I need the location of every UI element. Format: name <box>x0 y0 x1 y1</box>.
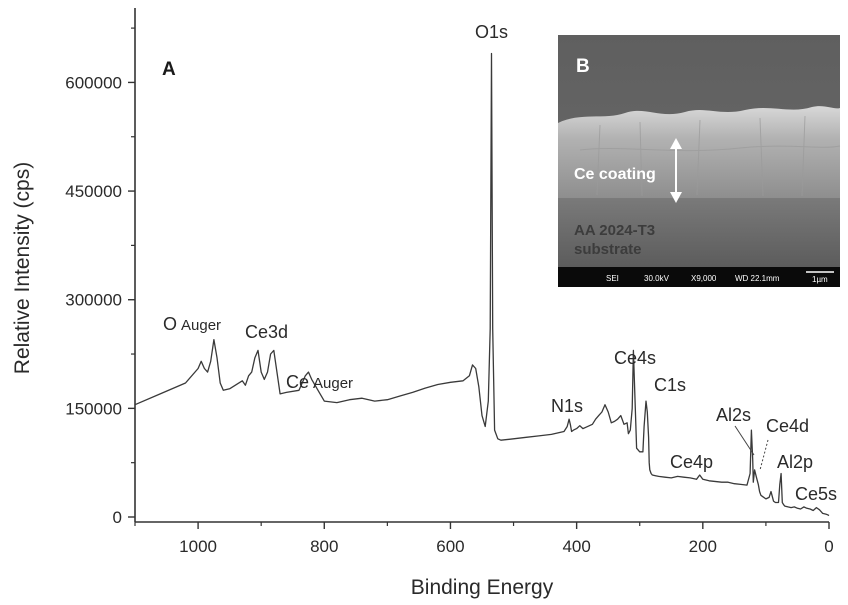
sem-info-bar <box>558 267 840 287</box>
y-tick-label: 150000 <box>65 399 122 418</box>
ce4d-leader-line <box>759 439 769 471</box>
peak-label-ce4p: Ce4p <box>670 452 713 472</box>
substrate-label-line2: substrate <box>574 241 642 258</box>
peak-label-al2p: Al2p <box>777 452 813 472</box>
peak-label-ce4d: Ce4d <box>766 416 809 436</box>
sem-detector: SEI <box>606 274 619 283</box>
peak-label-ce-auger: Ce Auger <box>286 372 353 392</box>
x-tick-label: 400 <box>562 537 590 556</box>
peak-label-text: Ce <box>286 372 309 392</box>
sem-coating-texture <box>579 115 841 197</box>
peak-label-n1s: N1s <box>551 396 583 416</box>
coating-label: Ce coating <box>574 166 656 183</box>
peak-label-al2s: Al2s <box>716 405 751 425</box>
y-tick-label: 450000 <box>65 182 122 201</box>
y-tick-label: 300000 <box>65 291 122 310</box>
spectrum-line <box>134 52 830 517</box>
panel-b-label: B <box>576 56 590 77</box>
x-tick-label: 1000 <box>179 537 217 556</box>
substrate-label-line1: AA 2024-T3 <box>574 222 655 239</box>
peak-label-text: O <box>163 314 177 334</box>
peak-label-sub: Auger <box>181 317 221 334</box>
sem-substrate-layer <box>558 198 840 267</box>
peak-labels: O Auger Ce3d Ce Auger O1s N1s Ce4s C1s Ce4… <box>163 22 837 504</box>
peak-label-ce5s: Ce5s <box>795 484 837 504</box>
thickness-arrow <box>670 138 682 203</box>
x-tick-label: 200 <box>689 537 717 556</box>
al2s-leader-line <box>734 425 755 456</box>
peak-label-o1s: O1s <box>475 22 508 42</box>
panel-a-label: A <box>162 59 176 80</box>
x-axis-title: Binding Energy <box>411 576 554 599</box>
y-ticks: 0 150000 300000 450000 600000 <box>65 27 135 527</box>
sem-voltage: 30.0kV <box>644 274 670 283</box>
y-tick-label: 0 <box>113 508 122 527</box>
x-tick-label: 800 <box>310 537 338 556</box>
peak-label-ce4s: Ce4s <box>614 348 656 368</box>
sem-magnification: X9,000 <box>691 274 717 283</box>
x-ticks: 1000 800 600 400 200 0 <box>134 522 834 556</box>
x-tick-label: 0 <box>824 537 833 556</box>
sem-working-distance: WD 22.1mm <box>735 274 780 283</box>
x-tick-label: 600 <box>436 537 464 556</box>
peak-label-c1s: C1s <box>654 375 686 395</box>
axes: 1000 800 600 400 200 0 0 150000 300000 450000 600… <box>65 8 834 556</box>
peak-label-o-auger: O Auger <box>163 314 221 334</box>
sem-scale-label: 1µm <box>812 275 828 284</box>
peak-label-ce3d: Ce3d <box>245 322 288 342</box>
sem-inset: B Ce coating AA 2024-T3 substrate SEI 30… <box>558 35 841 287</box>
y-tick-label: 600000 <box>65 73 122 92</box>
peak-label-sub: Auger <box>313 375 353 392</box>
y-axis-title: Relative Intensity (cps) <box>11 162 34 374</box>
